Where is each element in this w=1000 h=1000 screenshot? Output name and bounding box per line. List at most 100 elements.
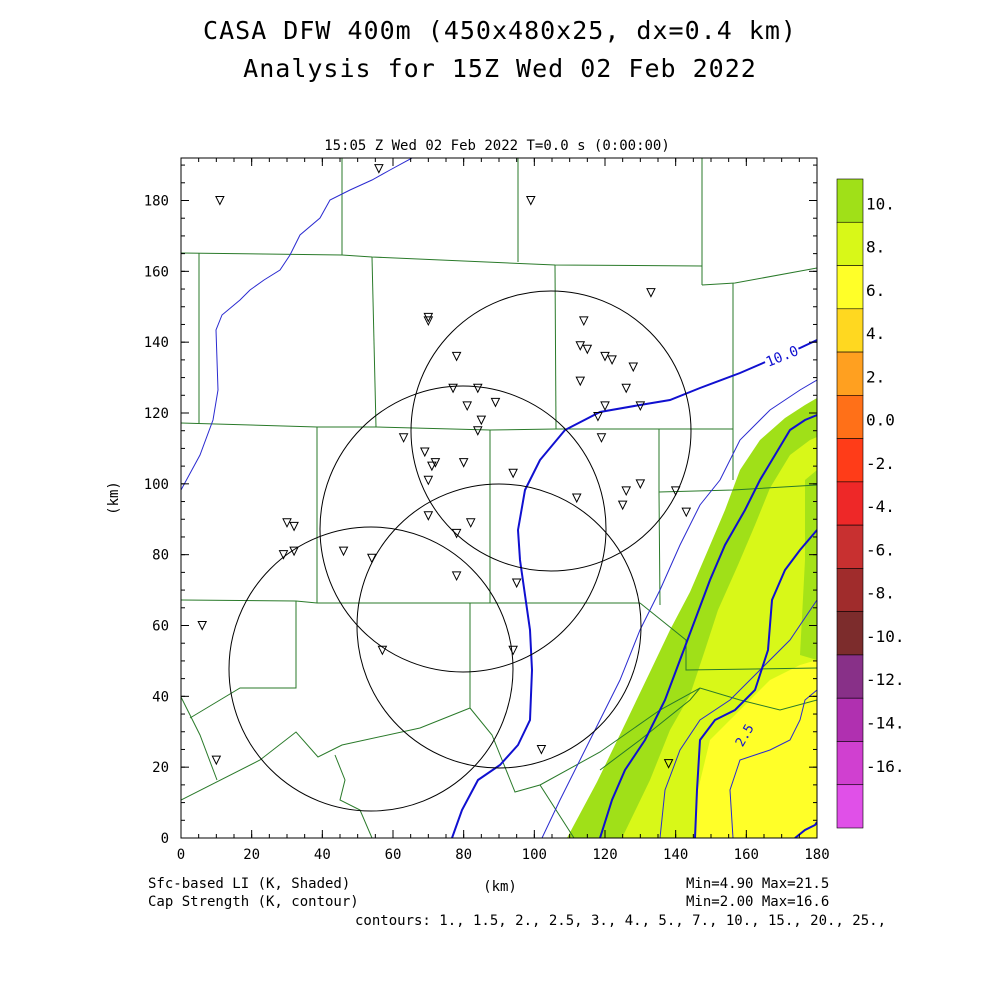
station-marker	[525, 196, 536, 206]
station-marker	[472, 383, 483, 394]
y-tick-label: 160	[144, 264, 169, 280]
colorbar-label: 6.	[866, 281, 885, 300]
colorbar-swatch	[836, 395, 864, 439]
station-marker	[575, 341, 586, 351]
colorbar-label: 0.0	[866, 411, 895, 430]
colorbar-label: -16.	[866, 757, 905, 776]
colorbar-label: 2.	[866, 367, 885, 386]
station-marker	[278, 550, 289, 560]
county-lines	[181, 158, 817, 838]
colorbar-label: -2.	[866, 454, 895, 473]
station-marker	[289, 521, 299, 532]
colorbar-label: -4.	[866, 497, 895, 516]
colorbar-label: 4.	[866, 324, 885, 343]
station-marker	[451, 571, 462, 582]
station-marker	[472, 426, 483, 436]
station-marker	[366, 553, 377, 564]
y-tick-label: 120	[144, 406, 169, 422]
station-marker	[448, 383, 458, 394]
x-tick-label: 160	[734, 847, 759, 863]
y-tick-label: 60	[152, 619, 169, 635]
station-marker	[419, 447, 430, 458]
x-axis-label: (km)	[483, 879, 517, 895]
x-tick-label: 120	[592, 847, 617, 863]
station-marker	[670, 486, 681, 497]
x-tick-label: 140	[663, 847, 688, 863]
y-tick-label: 40	[152, 689, 169, 705]
colorbar-label: 8.	[866, 238, 885, 257]
station-marker	[197, 621, 208, 631]
station-marker	[600, 351, 610, 362]
station-marker	[508, 468, 518, 479]
colorbar-swatch	[836, 741, 864, 786]
station-marker	[607, 355, 617, 365]
colorbar-swatch	[836, 221, 864, 266]
station-marker	[462, 401, 473, 412]
station-marker	[427, 461, 437, 472]
colorbar-label: -8.	[866, 584, 895, 603]
x-tick-label: 40	[314, 847, 331, 863]
axes: 0 20 40 60 80 100 120 140 160 180 0 20 40 60 80 100 120 1…	[144, 158, 830, 863]
station-marker	[338, 546, 349, 557]
y-tick-label: 20	[152, 760, 169, 776]
station-marker	[596, 433, 607, 443]
chart-subtitle: Analysis for 15Z Wed 02 Feb 2022	[243, 54, 757, 83]
colorbar-swatch	[836, 611, 864, 656]
station-marker	[374, 164, 384, 174]
y-tick-label: 100	[144, 477, 169, 493]
y-tick-label: 180	[144, 194, 169, 210]
y-tick-label: 80	[152, 548, 169, 564]
footer-contour-minmax: Min=2.00 Max=16.6	[686, 894, 830, 910]
station-marker	[451, 351, 462, 362]
y-tick-label: 0	[161, 831, 169, 847]
chart-title: CASA DFW 400m (450x480x25, dx=0.4 km)	[203, 16, 797, 45]
station-marker	[289, 546, 299, 557]
station-marker	[600, 401, 610, 412]
x-tick-label: 180	[804, 847, 829, 863]
li-shade-green-strip	[800, 470, 817, 660]
colorbar-swatch	[836, 308, 864, 353]
station-marker	[617, 500, 628, 511]
colorbar-swatch	[836, 784, 864, 829]
station-marker	[465, 518, 476, 528]
colorbar-label: -10.	[866, 627, 905, 646]
colorbar-swatch	[836, 481, 864, 526]
colorbar-swatch	[836, 568, 864, 612]
contour-label-10: 10.0	[764, 343, 801, 370]
colorbar-label: 10.	[866, 194, 895, 213]
station-marker	[211, 755, 222, 766]
station-marker	[536, 744, 547, 755]
cap-contours-thick	[451, 339, 817, 838]
station-marker	[578, 316, 589, 327]
station-marker	[423, 475, 434, 486]
station-marker	[681, 507, 692, 518]
x-tick-label: 20	[243, 847, 260, 863]
colorbar-swatch	[836, 654, 864, 699]
station-marker	[423, 511, 434, 521]
x-tick-label: 80	[455, 847, 472, 863]
footer-shaded-minmax: Min=4.90 Max=21.5	[686, 876, 830, 892]
station-marker	[663, 759, 674, 769]
footer-contour-label: Cap Strength (K, contour)	[148, 894, 359, 910]
colorbar-swatch	[836, 265, 864, 310]
station-marker	[593, 412, 603, 422]
station-marker	[635, 479, 646, 489]
x-tick-label: 60	[385, 847, 402, 863]
station-marker	[398, 433, 409, 443]
station-marker	[621, 486, 632, 497]
cap-contours-thin	[181, 158, 817, 838]
colorbar-swatch	[836, 438, 864, 483]
station-marker	[582, 344, 593, 355]
colorbar-label: -12.	[866, 670, 905, 689]
footer-contour-levels: contours: 1., 1.5, 2., 2.5, 3., 4., 5., …	[355, 913, 887, 929]
colorbar: 10. 8. 6. 4. 2. 0.0 -2. -4. -6. -8. -10. -12. -14. -1…	[836, 178, 905, 829]
station-marker	[458, 458, 469, 468]
station-marker	[635, 401, 646, 412]
station-marker	[628, 362, 639, 373]
li-shade-yellow	[695, 660, 817, 838]
station-marker	[451, 528, 462, 539]
station-marker	[423, 316, 434, 327]
station-marker	[282, 518, 292, 528]
colorbar-label: -14.	[866, 713, 905, 732]
